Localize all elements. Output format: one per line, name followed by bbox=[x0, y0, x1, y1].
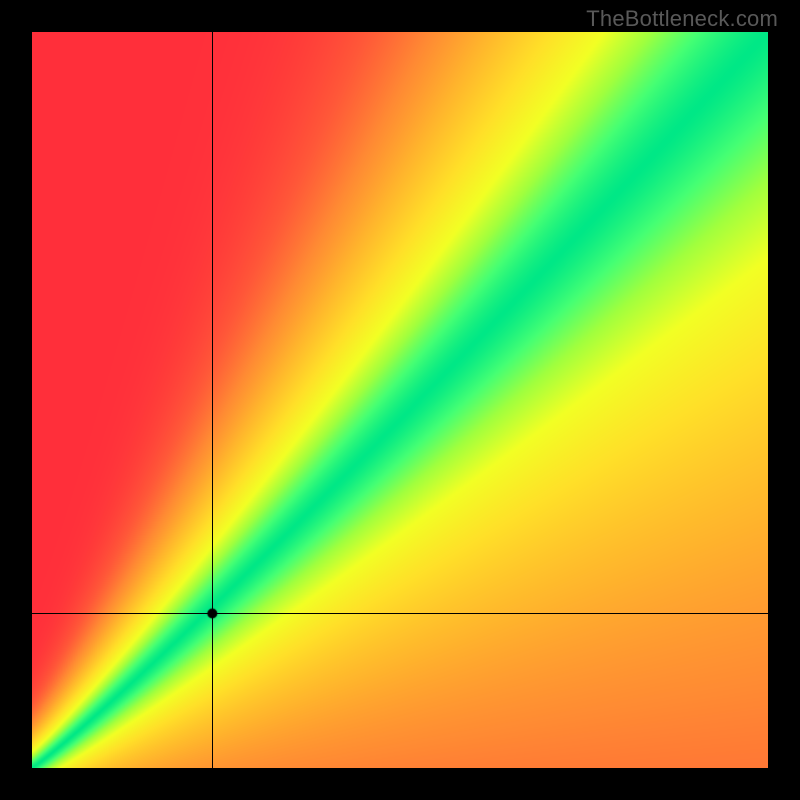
crosshair-horizontal bbox=[32, 613, 768, 614]
outer-frame: TheBottleneck.com bbox=[0, 0, 800, 800]
crosshair-vertical bbox=[212, 32, 213, 768]
heatmap-canvas bbox=[32, 32, 768, 768]
watermark-text: TheBottleneck.com bbox=[586, 6, 778, 32]
